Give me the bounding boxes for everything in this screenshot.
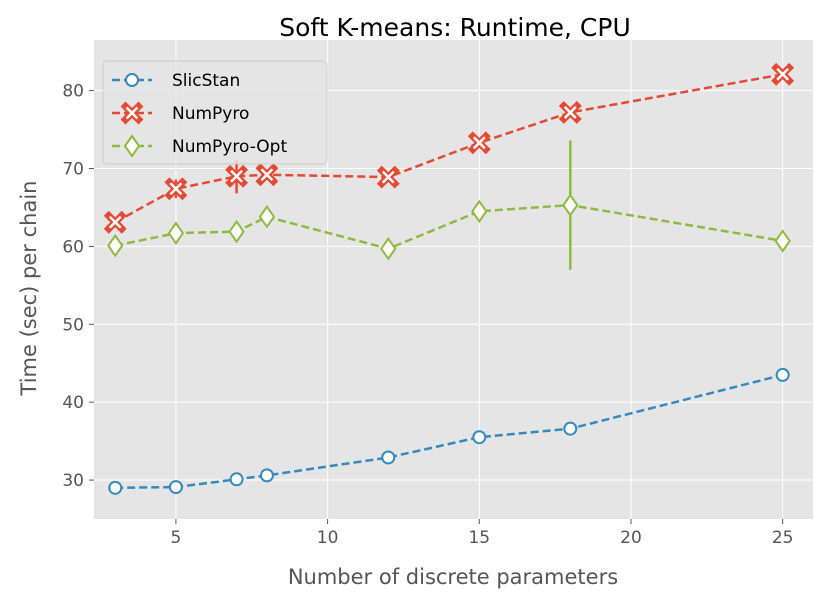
x-tick-label: 10 xyxy=(317,528,339,548)
data-point xyxy=(164,177,188,201)
legend: SlicStan NumPyro NumPyro-Opt xyxy=(102,60,328,165)
grid xyxy=(94,40,813,519)
legend-label: NumPyro xyxy=(172,104,249,124)
marker-x-inner xyxy=(230,169,243,183)
data-point xyxy=(258,205,276,229)
data-point xyxy=(472,430,487,445)
marker-x-inner xyxy=(563,106,577,119)
chart-title: Soft K-means: Runtime, CPU xyxy=(279,13,631,42)
series-slicstan xyxy=(108,367,790,495)
data-point xyxy=(774,229,791,253)
data-point xyxy=(259,468,274,483)
y-axis: 30 40 50 60 70 80 xyxy=(62,82,94,491)
data-point xyxy=(229,472,244,487)
data-point xyxy=(168,480,183,495)
y-tick-label: 80 xyxy=(62,82,84,102)
data-point xyxy=(563,421,578,436)
marker-x-inner xyxy=(260,168,274,182)
y-tick-label: 50 xyxy=(62,315,84,335)
data-point xyxy=(775,367,790,382)
marker-x-inner xyxy=(125,106,139,120)
legend-frame xyxy=(102,60,328,165)
series-numpyro xyxy=(103,62,795,234)
data-point xyxy=(225,164,249,188)
data-point xyxy=(107,233,124,258)
x-tick-label: 25 xyxy=(772,528,794,548)
data-point xyxy=(771,62,795,86)
data-point xyxy=(381,450,396,465)
marker-x-inner xyxy=(472,136,486,150)
data-point xyxy=(380,236,397,261)
legend-label: NumPyro-Opt xyxy=(172,137,287,157)
data-point xyxy=(376,165,400,189)
data-point xyxy=(167,221,185,245)
x-axis: 5 10 15 20 25 xyxy=(170,519,793,548)
marker-x-inner xyxy=(169,182,183,196)
data-point xyxy=(471,199,488,224)
marker-x-inner xyxy=(381,170,395,184)
x-axis-label: Number of discrete parameters xyxy=(288,565,618,589)
data-point xyxy=(108,480,123,495)
y-tick-label: 60 xyxy=(62,237,84,257)
marker-x-inner xyxy=(108,215,122,229)
legend-label: SlicStan xyxy=(172,71,240,91)
data-point xyxy=(562,193,579,217)
marker-x-inner xyxy=(776,67,790,81)
series-layer xyxy=(103,62,795,495)
series-numpyro-opt xyxy=(107,140,791,270)
x-tick-label: 5 xyxy=(170,528,181,548)
y-tick-label: 70 xyxy=(62,160,84,180)
series-line xyxy=(114,73,783,224)
series-line xyxy=(115,373,784,490)
legend-marker xyxy=(125,73,139,87)
legend-marker xyxy=(123,134,141,158)
x-tick-label: 15 xyxy=(468,528,490,548)
data-point xyxy=(228,219,245,244)
data-point xyxy=(558,100,582,124)
series-line xyxy=(114,203,783,251)
y-tick-label: 30 xyxy=(62,471,84,491)
y-tick-label: 40 xyxy=(62,393,84,413)
y-axis-label: Time (sec) per chain xyxy=(17,181,41,397)
data-point xyxy=(255,163,279,187)
legend-marker xyxy=(120,101,144,125)
x-tick-label: 20 xyxy=(620,528,642,548)
data-point xyxy=(467,131,491,155)
data-point xyxy=(103,210,127,234)
